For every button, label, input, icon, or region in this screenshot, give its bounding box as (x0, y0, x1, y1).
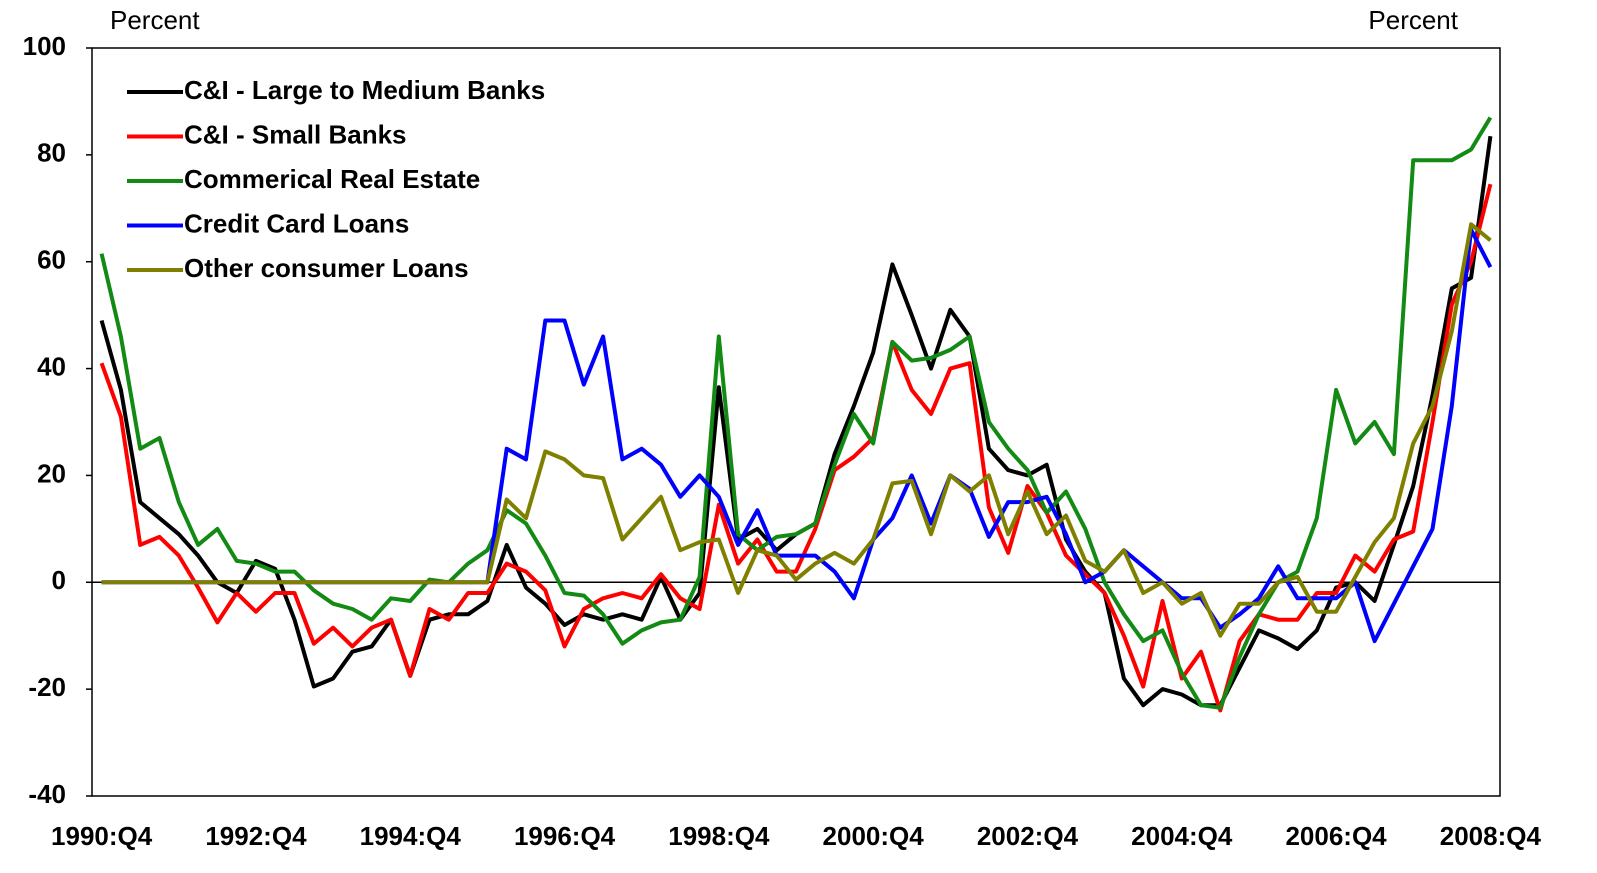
y-tick-label: 80 (37, 138, 66, 168)
legend-label: C&I - Small Banks (184, 119, 407, 149)
x-tick-label: 2008:Q4 (1440, 821, 1542, 851)
x-tick-label: 1990:Q4 (51, 821, 153, 851)
y-axis-label-left: Percent (110, 5, 200, 35)
x-tick-label: 2000:Q4 (823, 821, 925, 851)
y-tick-label: 20 (37, 458, 66, 488)
legend-label: C&I - Large to Medium Banks (184, 75, 545, 105)
x-tick-label: 2002:Q4 (977, 821, 1079, 851)
legend-label: Other consumer Loans (184, 253, 469, 283)
y-tick-label: -20 (28, 672, 66, 702)
plot-frame (91, 47, 1501, 797)
series-line (101, 222, 1492, 638)
y-tick-label: 40 (37, 351, 66, 381)
legend-label: Credit Card Loans (184, 208, 409, 238)
y-tick-label: 100 (23, 31, 66, 61)
y-tick-label: -40 (28, 779, 66, 809)
x-tick-label: 1992:Q4 (205, 821, 307, 851)
x-tick-label: 2006:Q4 (1285, 821, 1387, 851)
x-tick-label: 2004:Q4 (1131, 821, 1233, 851)
series-line (99, 116, 1493, 710)
x-tick-label: 1994:Q4 (360, 821, 462, 851)
x-tick-label: 1996:Q4 (514, 821, 616, 851)
legend-label: Commerical Real Estate (184, 164, 480, 194)
y-axis-label-right: Percent (1368, 5, 1458, 35)
x-tick-label: 1998:Q4 (668, 821, 770, 851)
y-tick-label: 60 (37, 245, 66, 275)
y-tick-label: 0 (52, 565, 66, 595)
